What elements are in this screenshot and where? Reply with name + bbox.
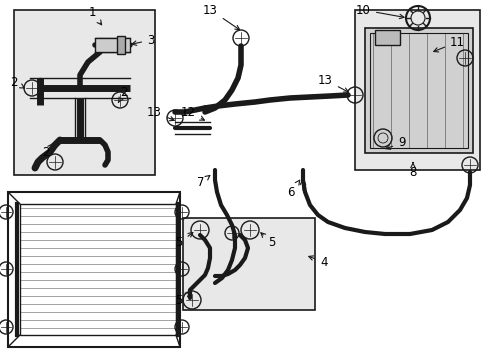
Bar — [117, 36, 125, 54]
Text: 7: 7 — [196, 175, 209, 189]
Text: 5: 5 — [175, 233, 192, 249]
Text: 9: 9 — [385, 136, 405, 149]
Text: 5: 5 — [175, 292, 189, 306]
Bar — [369, 33, 467, 148]
Text: 5: 5 — [261, 233, 275, 249]
Text: 13: 13 — [318, 73, 348, 92]
Bar — [374, 30, 399, 45]
Text: 2: 2 — [118, 86, 128, 102]
Bar — [95, 38, 130, 52]
Bar — [183, 218, 314, 310]
Text: 1: 1 — [88, 5, 102, 25]
Text: 2: 2 — [10, 76, 24, 89]
Text: 12: 12 — [181, 105, 204, 120]
Text: 8: 8 — [408, 163, 416, 179]
Text: 6: 6 — [287, 180, 299, 198]
Bar — [354, 10, 479, 170]
Text: 13: 13 — [203, 4, 239, 30]
Bar — [364, 28, 472, 153]
Bar — [14, 10, 155, 175]
Text: 13: 13 — [147, 105, 174, 121]
Text: 11: 11 — [433, 36, 464, 52]
Text: 2: 2 — [42, 144, 52, 159]
Text: 3: 3 — [132, 33, 154, 46]
Text: 10: 10 — [355, 4, 403, 19]
Bar — [20, 204, 176, 335]
Bar — [8, 192, 180, 347]
Text: 4: 4 — [308, 256, 327, 269]
